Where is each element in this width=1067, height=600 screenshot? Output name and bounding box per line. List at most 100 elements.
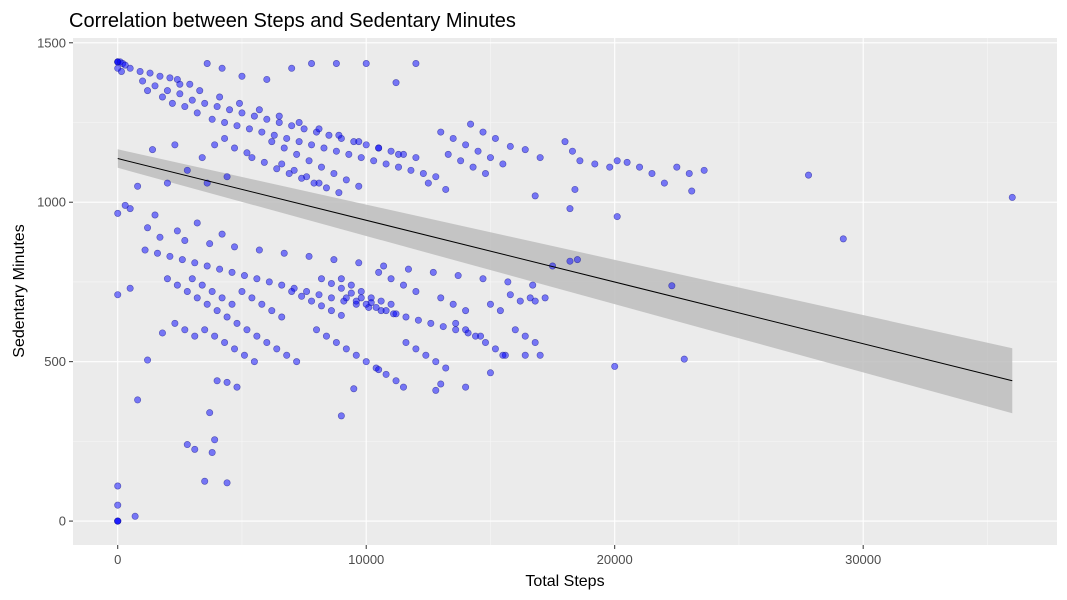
data-point — [163, 275, 171, 283]
data-point — [680, 355, 688, 363]
data-point — [193, 294, 201, 302]
data-point — [211, 332, 219, 340]
data-point — [412, 60, 420, 68]
data-point — [183, 441, 191, 449]
data-point — [223, 173, 231, 181]
data-point — [566, 257, 574, 265]
data-point — [437, 128, 445, 136]
data-point — [226, 106, 234, 114]
data-point — [275, 112, 283, 120]
data-point — [203, 300, 211, 308]
data-point — [228, 300, 236, 308]
data-point — [171, 319, 179, 327]
data-point — [335, 189, 343, 197]
data-point — [322, 184, 330, 192]
data-point — [305, 252, 313, 260]
data-point — [474, 147, 482, 155]
data-point — [181, 326, 189, 334]
data-point — [235, 99, 243, 107]
trend-line-layer — [117, 158, 1013, 382]
data-point — [382, 370, 390, 378]
data-point — [529, 281, 537, 289]
data-point — [370, 157, 378, 165]
data-point — [442, 185, 450, 193]
data-point — [273, 345, 281, 353]
data-point — [280, 249, 288, 257]
data-point — [561, 138, 569, 146]
data-point — [521, 146, 529, 154]
data-point — [506, 142, 514, 150]
data-point — [536, 154, 544, 162]
data-point — [469, 163, 477, 171]
chart-title: Correlation between Steps and Sedentary … — [69, 10, 516, 32]
data-point — [337, 311, 345, 319]
data-point — [240, 272, 248, 280]
data-point — [206, 240, 214, 248]
data-point — [253, 275, 261, 283]
data-point — [216, 93, 224, 101]
data-point — [325, 131, 333, 139]
data-point — [221, 339, 229, 347]
data-point — [218, 230, 226, 238]
data-point — [117, 67, 125, 75]
data-point — [216, 265, 224, 273]
points-layer — [114, 58, 1016, 525]
data-point — [531, 192, 539, 200]
data-point — [158, 329, 166, 337]
data-point — [248, 154, 256, 162]
data-point — [636, 163, 644, 171]
data-point — [404, 265, 412, 273]
data-point — [144, 87, 152, 95]
y-axis-ticks: 0 500 1000 1500 — [37, 35, 73, 529]
data-point — [293, 358, 301, 366]
data-point — [228, 268, 236, 276]
data-point — [347, 289, 355, 297]
data-point — [176, 90, 184, 98]
data-point — [332, 60, 340, 68]
data-point — [203, 262, 211, 270]
x-tick-label: 30000 — [845, 552, 881, 567]
data-point — [422, 351, 430, 359]
data-point — [181, 103, 189, 111]
data-point — [437, 380, 445, 388]
data-point — [238, 287, 246, 295]
data-point — [660, 179, 668, 187]
data-point — [131, 512, 139, 520]
data-point — [126, 205, 134, 213]
data-point — [188, 96, 196, 104]
data-point — [362, 141, 370, 149]
data-point — [521, 332, 529, 340]
data-point — [263, 75, 271, 83]
data-point — [231, 345, 239, 353]
data-point — [700, 166, 708, 174]
data-point — [506, 291, 514, 299]
data-point — [611, 362, 619, 370]
data-point — [114, 482, 122, 490]
x-tick-label: 0 — [114, 552, 121, 567]
data-point — [158, 93, 166, 101]
data-point — [432, 173, 440, 181]
data-point — [181, 236, 189, 244]
data-point — [136, 67, 144, 75]
data-point — [372, 303, 380, 311]
data-point — [151, 82, 159, 90]
data-point — [839, 235, 847, 243]
data-point — [126, 64, 134, 72]
data-point — [462, 307, 470, 315]
data-point — [541, 294, 549, 302]
data-point — [412, 154, 420, 162]
data-point — [317, 275, 325, 283]
data-point — [193, 219, 201, 227]
data-point — [203, 60, 211, 68]
data-point — [317, 163, 325, 171]
data-point — [606, 163, 614, 171]
data-point — [399, 383, 407, 391]
data-point — [144, 356, 152, 364]
data-point — [315, 291, 323, 299]
data-point — [298, 174, 306, 182]
data-point — [233, 319, 241, 327]
data-point — [673, 163, 681, 171]
y-tick-label: 1500 — [37, 35, 66, 50]
data-point — [250, 358, 258, 366]
